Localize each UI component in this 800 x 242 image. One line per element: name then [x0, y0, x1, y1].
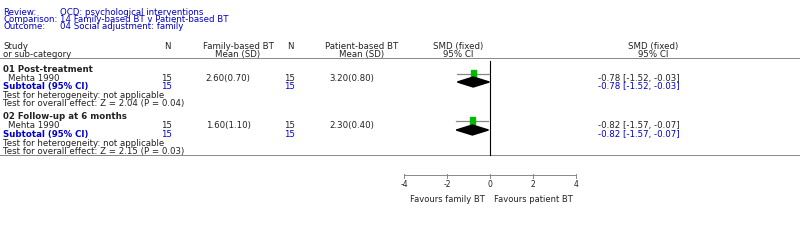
Text: Subtotal (95% CI): Subtotal (95% CI) — [3, 82, 88, 91]
Text: SMD (fixed): SMD (fixed) — [628, 42, 678, 51]
Text: Patient-based BT: Patient-based BT — [326, 42, 398, 51]
Text: Test for overall effect: Z = 2.15 (P = 0.03): Test for overall effect: Z = 2.15 (P = 0… — [3, 147, 184, 156]
Text: or sub-category: or sub-category — [3, 50, 71, 59]
Text: N: N — [286, 42, 294, 51]
Text: 95% CI: 95% CI — [638, 50, 668, 59]
Text: Mehta 1990: Mehta 1990 — [8, 74, 59, 83]
Text: Test for overall effect: Z = 2.04 (P = 0.04): Test for overall effect: Z = 2.04 (P = 0… — [3, 99, 184, 108]
Text: 2: 2 — [530, 180, 535, 189]
Text: -0.78 [-1.52, -0.03]: -0.78 [-1.52, -0.03] — [598, 82, 680, 91]
Text: 14 Family-based BT v Patient-based BT: 14 Family-based BT v Patient-based BT — [60, 15, 229, 24]
Text: -0.82 [-1.57, -0.07]: -0.82 [-1.57, -0.07] — [598, 121, 680, 130]
Text: -0.82 [-1.57, -0.07]: -0.82 [-1.57, -0.07] — [598, 130, 680, 139]
Text: 15: 15 — [285, 82, 295, 91]
Text: Mean (SD): Mean (SD) — [215, 50, 261, 59]
Bar — [470, 70, 476, 78]
Text: -2: -2 — [443, 180, 450, 189]
Text: Favours patient BT: Favours patient BT — [494, 195, 572, 204]
Text: Comparison:: Comparison: — [3, 15, 58, 24]
Polygon shape — [456, 125, 489, 135]
Text: -0.78 [-1.52, -0.03]: -0.78 [-1.52, -0.03] — [598, 74, 680, 83]
Text: Test for heterogeneity: not applicable: Test for heterogeneity: not applicable — [3, 139, 164, 148]
Text: 02 Follow-up at 6 months: 02 Follow-up at 6 months — [3, 112, 127, 121]
Text: 2.30(0.40): 2.30(0.40) — [330, 121, 374, 130]
Bar — [470, 117, 475, 125]
Text: 2.60(0.70): 2.60(0.70) — [206, 74, 250, 83]
Text: 15: 15 — [162, 82, 173, 91]
Text: Subtotal (95% CI): Subtotal (95% CI) — [3, 130, 88, 139]
Text: Outcome:: Outcome: — [3, 22, 46, 31]
Text: OCD: psychological interventions: OCD: psychological interventions — [60, 8, 203, 17]
Text: SMD (fixed): SMD (fixed) — [433, 42, 483, 51]
Text: 01 Post-treatment: 01 Post-treatment — [3, 65, 93, 74]
Text: 15: 15 — [162, 74, 173, 83]
Text: 0: 0 — [487, 180, 493, 189]
Text: 15: 15 — [162, 121, 173, 130]
Text: 15: 15 — [285, 74, 295, 83]
Text: Review:: Review: — [3, 8, 36, 17]
Text: 15: 15 — [162, 130, 173, 139]
Text: Family-based BT: Family-based BT — [202, 42, 274, 51]
Text: 3.20(0.80): 3.20(0.80) — [330, 74, 374, 83]
Text: 04 Social adjustment: family: 04 Social adjustment: family — [60, 22, 183, 31]
Text: 15: 15 — [285, 130, 295, 139]
Text: 95% CI: 95% CI — [442, 50, 473, 59]
Text: Study: Study — [3, 42, 28, 51]
Text: Mean (SD): Mean (SD) — [339, 50, 385, 59]
Polygon shape — [458, 77, 490, 87]
Text: Test for heterogeneity: not applicable: Test for heterogeneity: not applicable — [3, 91, 164, 100]
Text: 4: 4 — [574, 180, 578, 189]
Text: Mehta 1990: Mehta 1990 — [8, 121, 59, 130]
Text: N: N — [164, 42, 170, 51]
Text: 15: 15 — [285, 121, 295, 130]
Text: Favours family BT: Favours family BT — [410, 195, 484, 204]
Text: -4: -4 — [400, 180, 408, 189]
Text: 1.60(1.10): 1.60(1.10) — [206, 121, 250, 130]
